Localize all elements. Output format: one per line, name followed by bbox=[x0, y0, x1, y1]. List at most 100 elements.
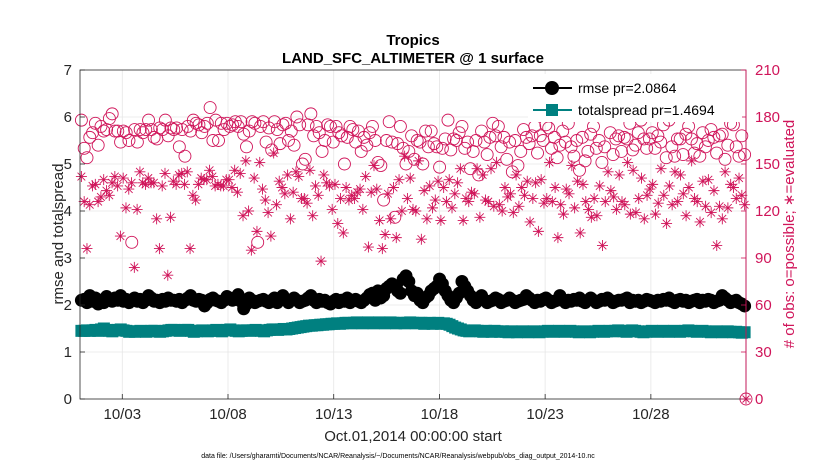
evaluated-obs-point bbox=[212, 178, 224, 190]
evaluated-obs-point bbox=[117, 172, 129, 184]
evaluated-obs-point bbox=[666, 199, 678, 211]
evaluated-obs-point bbox=[427, 202, 439, 214]
evaluated-obs-point bbox=[357, 203, 369, 215]
evaluated-obs-point bbox=[588, 192, 600, 204]
x-axis-label: Oct.01,2014 00:00:00 start bbox=[324, 428, 502, 445]
evaluated-obs-point bbox=[318, 169, 330, 181]
evaluated-obs-point bbox=[399, 150, 411, 162]
evaluated-obs-point bbox=[633, 192, 645, 204]
evaluated-obs-point bbox=[337, 227, 349, 239]
possible-obs-point bbox=[326, 135, 340, 149]
evaluated-obs-point bbox=[156, 180, 168, 192]
possible-obs-point bbox=[620, 132, 634, 146]
evaluated-obs-point bbox=[273, 175, 285, 187]
evaluated-obs-point bbox=[546, 196, 558, 208]
possible-obs-point bbox=[718, 152, 732, 166]
evaluated-obs-point bbox=[84, 199, 96, 211]
evaluated-obs-point bbox=[505, 188, 517, 200]
evaluated-obs-point bbox=[702, 174, 714, 186]
evaluated-obs-point bbox=[555, 199, 567, 211]
possible-obs-point bbox=[670, 132, 684, 146]
legend-totalspread-label: totalspread pr=1.4694 bbox=[578, 102, 715, 118]
possible-obs-point bbox=[491, 119, 505, 133]
evaluated-obs-point bbox=[396, 205, 408, 217]
possible-obs-point bbox=[732, 149, 746, 163]
possible-obs-point bbox=[416, 157, 430, 171]
possible-obs-point bbox=[144, 123, 158, 136]
evaluated-obs-point bbox=[566, 160, 578, 172]
possible-obs-point bbox=[172, 140, 186, 154]
possible-obs-point bbox=[198, 119, 211, 133]
y-right-tick-label: 210 bbox=[755, 62, 780, 79]
evaluated-obs-point bbox=[530, 177, 542, 189]
possible-obs-point bbox=[293, 118, 307, 132]
evaluated-obs-point bbox=[100, 185, 112, 197]
evaluated-obs-point bbox=[468, 188, 480, 200]
evaluated-obs-point bbox=[641, 189, 653, 201]
possible-obs-point bbox=[178, 149, 192, 163]
evaluated-obs-point bbox=[270, 199, 282, 211]
evaluated-obs-point bbox=[298, 192, 310, 204]
evaluated-obs-point bbox=[243, 205, 255, 217]
evaluated-obs-point bbox=[376, 243, 388, 255]
evaluated-obs-point bbox=[636, 172, 648, 184]
y-left-tick-label: 1 bbox=[64, 344, 72, 361]
evaluated-obs-point bbox=[348, 192, 360, 204]
evaluated-obs-point bbox=[354, 183, 366, 195]
evaluated-obs-point bbox=[312, 189, 324, 201]
evaluated-obs-point bbox=[610, 203, 622, 215]
evaluated-obs-point bbox=[418, 185, 430, 197]
chart-subtitle: LAND_SFC_ALTIMETER @ 1 surface bbox=[282, 50, 544, 67]
evaluated-obs-point bbox=[544, 156, 556, 168]
evaluated-obs-point bbox=[234, 167, 246, 179]
possible-obs-point bbox=[108, 124, 122, 138]
evaluated-obs-point bbox=[332, 218, 344, 230]
possible-obs-point bbox=[550, 151, 564, 165]
legend-background bbox=[528, 74, 742, 122]
evaluated-obs-point bbox=[697, 175, 709, 187]
possible-obs-point bbox=[441, 113, 455, 127]
possible-obs-point bbox=[435, 141, 449, 155]
evaluated-obs-point bbox=[594, 180, 606, 192]
possible-obs-point bbox=[503, 135, 516, 149]
possible-obs-point bbox=[573, 163, 586, 177]
evaluated-obs-point bbox=[268, 147, 280, 159]
evaluated-obs-point bbox=[591, 210, 603, 222]
evaluated-obs-point bbox=[449, 188, 461, 200]
evaluated-obs-point bbox=[323, 180, 335, 192]
evaluated-obs-point bbox=[362, 241, 374, 253]
legend-rmse-marker bbox=[545, 81, 559, 95]
evaluated-obs-point bbox=[251, 225, 263, 237]
possible-obs-point bbox=[310, 119, 323, 133]
evaluated-obs-point bbox=[714, 200, 726, 212]
evaluated-obs-point bbox=[708, 185, 720, 197]
evaluated-obs-point bbox=[382, 188, 394, 200]
evaluated-obs-point bbox=[190, 194, 202, 206]
evaluated-obs-point bbox=[265, 230, 277, 242]
possible-obs-point bbox=[170, 121, 183, 135]
evaluated-obs-point bbox=[128, 261, 140, 273]
evaluated-obs-point bbox=[170, 178, 182, 190]
possible-obs-point bbox=[147, 130, 161, 144]
evaluated-obs-point bbox=[446, 202, 458, 214]
possible-obs-point bbox=[676, 148, 690, 162]
evaluated-obs-point bbox=[162, 269, 174, 281]
evaluated-obs-point bbox=[574, 227, 586, 239]
evaluated-obs-point bbox=[343, 194, 355, 206]
axis-ticks: 0 1 2 3 4 5 6 7 0 30 60 90 120 150 180 210 10/03 10/08 10/… bbox=[64, 62, 780, 423]
possible-obs-point bbox=[323, 119, 337, 133]
evaluated-obs-point bbox=[727, 182, 739, 193]
possible-obs-point bbox=[525, 129, 539, 143]
evaluated-obs-point bbox=[248, 172, 260, 184]
possible-obs-point bbox=[136, 126, 150, 140]
possible-obs-point bbox=[133, 123, 147, 136]
possible-obs-point bbox=[203, 101, 217, 115]
evaluated-obs-point bbox=[471, 163, 483, 175]
evaluated-obs-point bbox=[638, 213, 650, 225]
data-file-footnote: data file: /Users/gharamti/Documents/NCA… bbox=[201, 453, 595, 460]
x-tick-label: 10/18 bbox=[421, 406, 459, 423]
possible-obs-point bbox=[433, 160, 447, 174]
possible-obs-point bbox=[598, 140, 612, 154]
y-left-tick-label: 0 bbox=[64, 391, 72, 408]
evaluated-obs-point bbox=[290, 166, 302, 178]
